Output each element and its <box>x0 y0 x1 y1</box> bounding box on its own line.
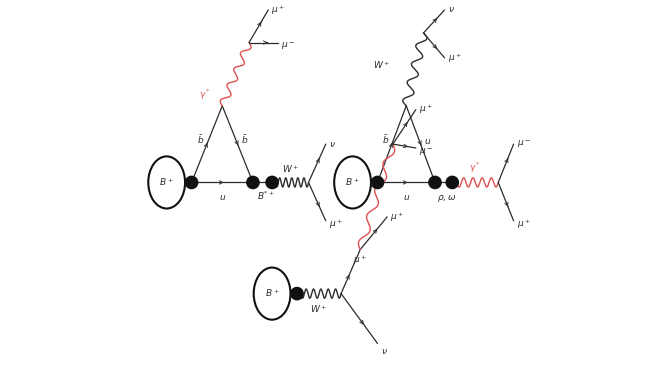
Text: $\bar{b}$: $\bar{b}$ <box>198 133 205 146</box>
Text: $u$: $u$ <box>219 193 226 202</box>
Circle shape <box>186 176 198 188</box>
Circle shape <box>446 176 458 188</box>
Ellipse shape <box>254 267 290 320</box>
Text: $\rho,\omega$: $\rho,\omega$ <box>437 193 456 204</box>
Text: $\gamma^*$: $\gamma^*$ <box>337 187 349 201</box>
Text: $\mu^+$: $\mu^+$ <box>516 218 531 231</box>
Text: $u$: $u$ <box>402 193 410 202</box>
Text: $\nu$: $\nu$ <box>381 347 387 356</box>
Text: $\nu$: $\nu$ <box>448 5 454 14</box>
Text: $\mu^-$: $\mu^-$ <box>419 146 433 158</box>
Text: $B^+$: $B^+$ <box>159 176 174 188</box>
Text: $\bar{b}$: $\bar{b}$ <box>241 133 249 146</box>
Circle shape <box>291 288 303 300</box>
Circle shape <box>429 176 441 188</box>
Text: $\mu^+$: $\mu^+$ <box>329 218 343 231</box>
Text: $\mu^+$: $\mu^+$ <box>271 3 285 17</box>
Text: $\nu$: $\nu$ <box>329 140 335 149</box>
Text: $W^+$: $W^+$ <box>310 303 328 315</box>
Text: $\gamma^*$: $\gamma^*$ <box>199 87 211 102</box>
Text: $\mu^+$: $\mu^+$ <box>419 103 433 116</box>
Text: $\mu^+$: $\mu^+$ <box>448 51 461 65</box>
Text: $B^+$: $B^+$ <box>265 288 279 300</box>
Text: $B^{*+}$: $B^{*+}$ <box>257 189 274 202</box>
Text: $\gamma^*$: $\gamma^*$ <box>469 161 481 175</box>
Ellipse shape <box>149 156 185 209</box>
Circle shape <box>247 176 259 188</box>
Text: $B^+$: $B^+$ <box>345 176 360 188</box>
Circle shape <box>371 176 384 188</box>
Text: $W^+$: $W^+$ <box>282 163 299 175</box>
Text: $\mu^+$: $\mu^+$ <box>390 210 404 224</box>
Text: $u$: $u$ <box>424 137 432 146</box>
Text: $\mu^-$: $\mu^-$ <box>281 41 295 52</box>
Text: $\mu^-$: $\mu^-$ <box>516 138 531 150</box>
Ellipse shape <box>334 156 371 209</box>
Text: $W^+$: $W^+$ <box>373 60 391 71</box>
Text: $\mu^+$: $\mu^+$ <box>353 253 367 267</box>
Text: $\bar{b}$: $\bar{b}$ <box>383 133 390 146</box>
Circle shape <box>266 176 278 188</box>
